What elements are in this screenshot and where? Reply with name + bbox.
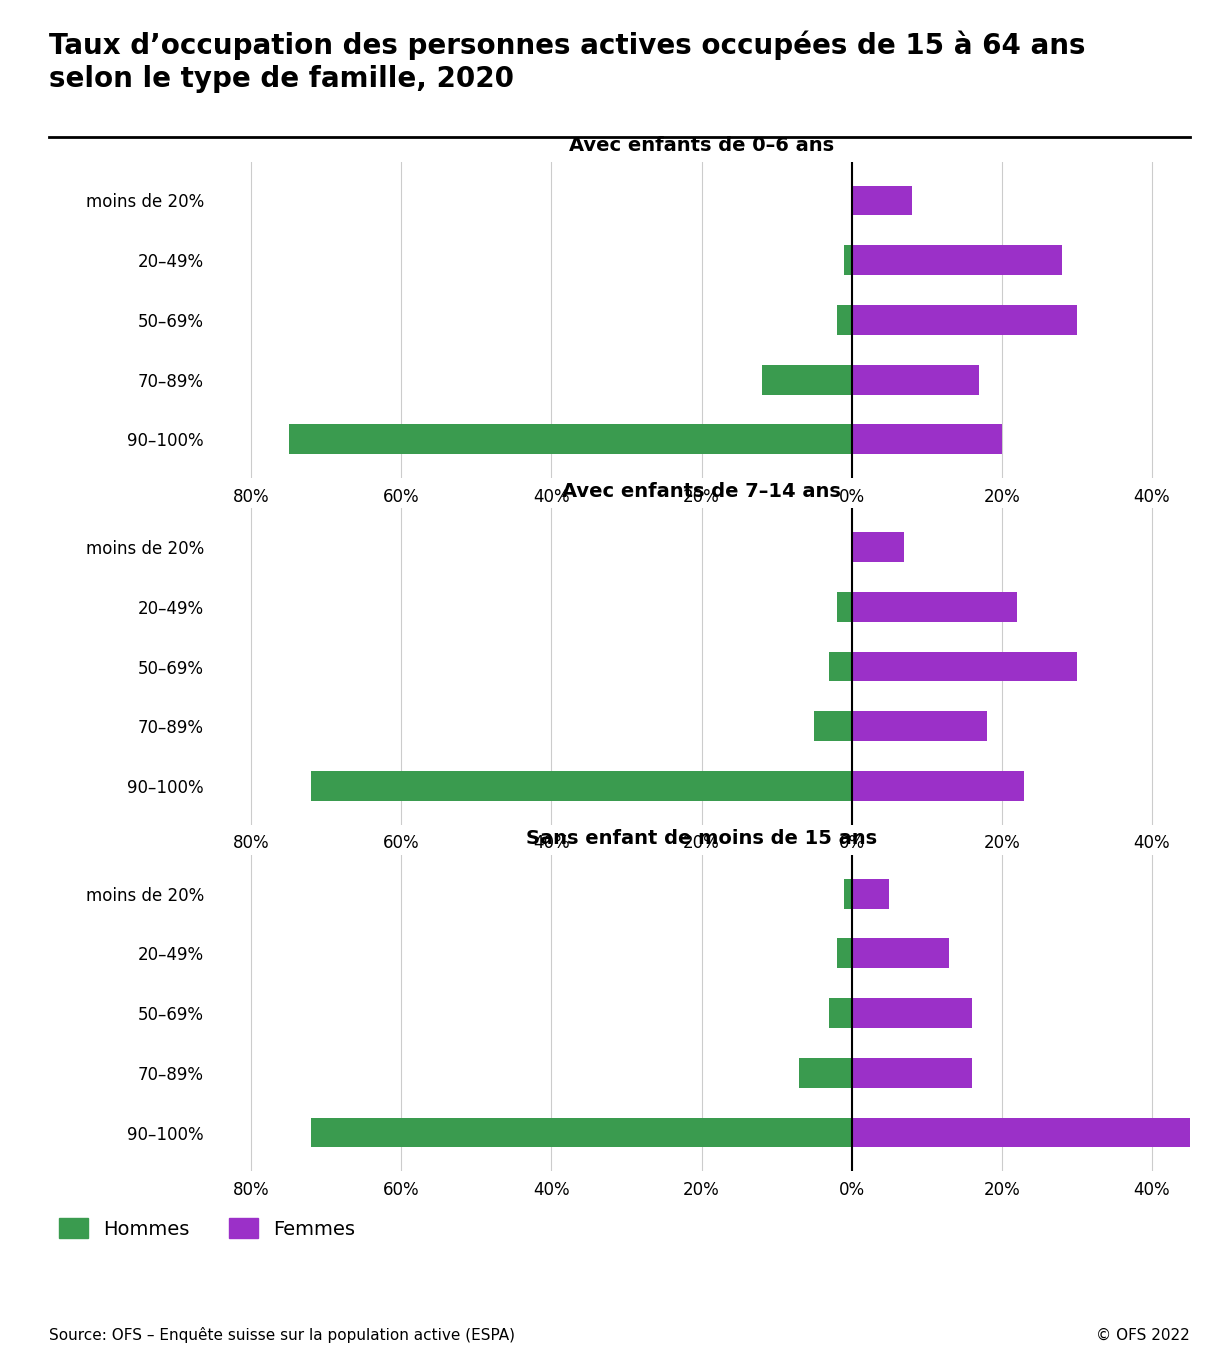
Bar xyxy=(852,771,1025,801)
Bar xyxy=(844,878,852,908)
Bar xyxy=(837,938,852,969)
Bar xyxy=(852,938,949,969)
Bar xyxy=(837,592,852,622)
Bar xyxy=(852,999,972,1028)
Bar xyxy=(830,999,852,1028)
Bar xyxy=(852,592,1016,622)
Bar xyxy=(852,185,911,215)
Text: © OFS 2022: © OFS 2022 xyxy=(1096,1328,1190,1343)
Bar xyxy=(852,652,1077,681)
Bar xyxy=(852,711,987,741)
Bar xyxy=(761,364,852,395)
Bar xyxy=(852,364,980,395)
Bar xyxy=(311,1118,852,1148)
Title: Avec enfants de 0–6 ans: Avec enfants de 0–6 ans xyxy=(569,136,834,155)
Bar xyxy=(799,1058,852,1088)
Bar xyxy=(311,771,852,801)
Text: Source: OFS – Enquête suisse sur la population active (ESPA): Source: OFS – Enquête suisse sur la popu… xyxy=(49,1326,515,1343)
Legend: Hommes, Femmes: Hommes, Femmes xyxy=(59,1218,355,1238)
Title: Avec enfants de 7–14 ans: Avec enfants de 7–14 ans xyxy=(562,482,841,501)
Bar xyxy=(852,1058,972,1088)
Bar xyxy=(289,425,852,455)
Bar xyxy=(852,532,904,562)
Bar xyxy=(852,425,1002,455)
Bar xyxy=(830,652,852,681)
Bar xyxy=(852,1118,1197,1148)
Bar xyxy=(852,306,1077,334)
Bar xyxy=(852,245,1061,275)
Bar xyxy=(814,711,852,741)
Bar xyxy=(837,306,852,334)
Bar xyxy=(844,245,852,275)
Title: Sans enfant de moins de 15 ans: Sans enfant de moins de 15 ans xyxy=(526,829,877,848)
Bar xyxy=(852,878,889,908)
Text: Taux d’occupation des personnes actives occupées de 15 à 64 ans
selon le type de: Taux d’occupation des personnes actives … xyxy=(49,30,1086,93)
